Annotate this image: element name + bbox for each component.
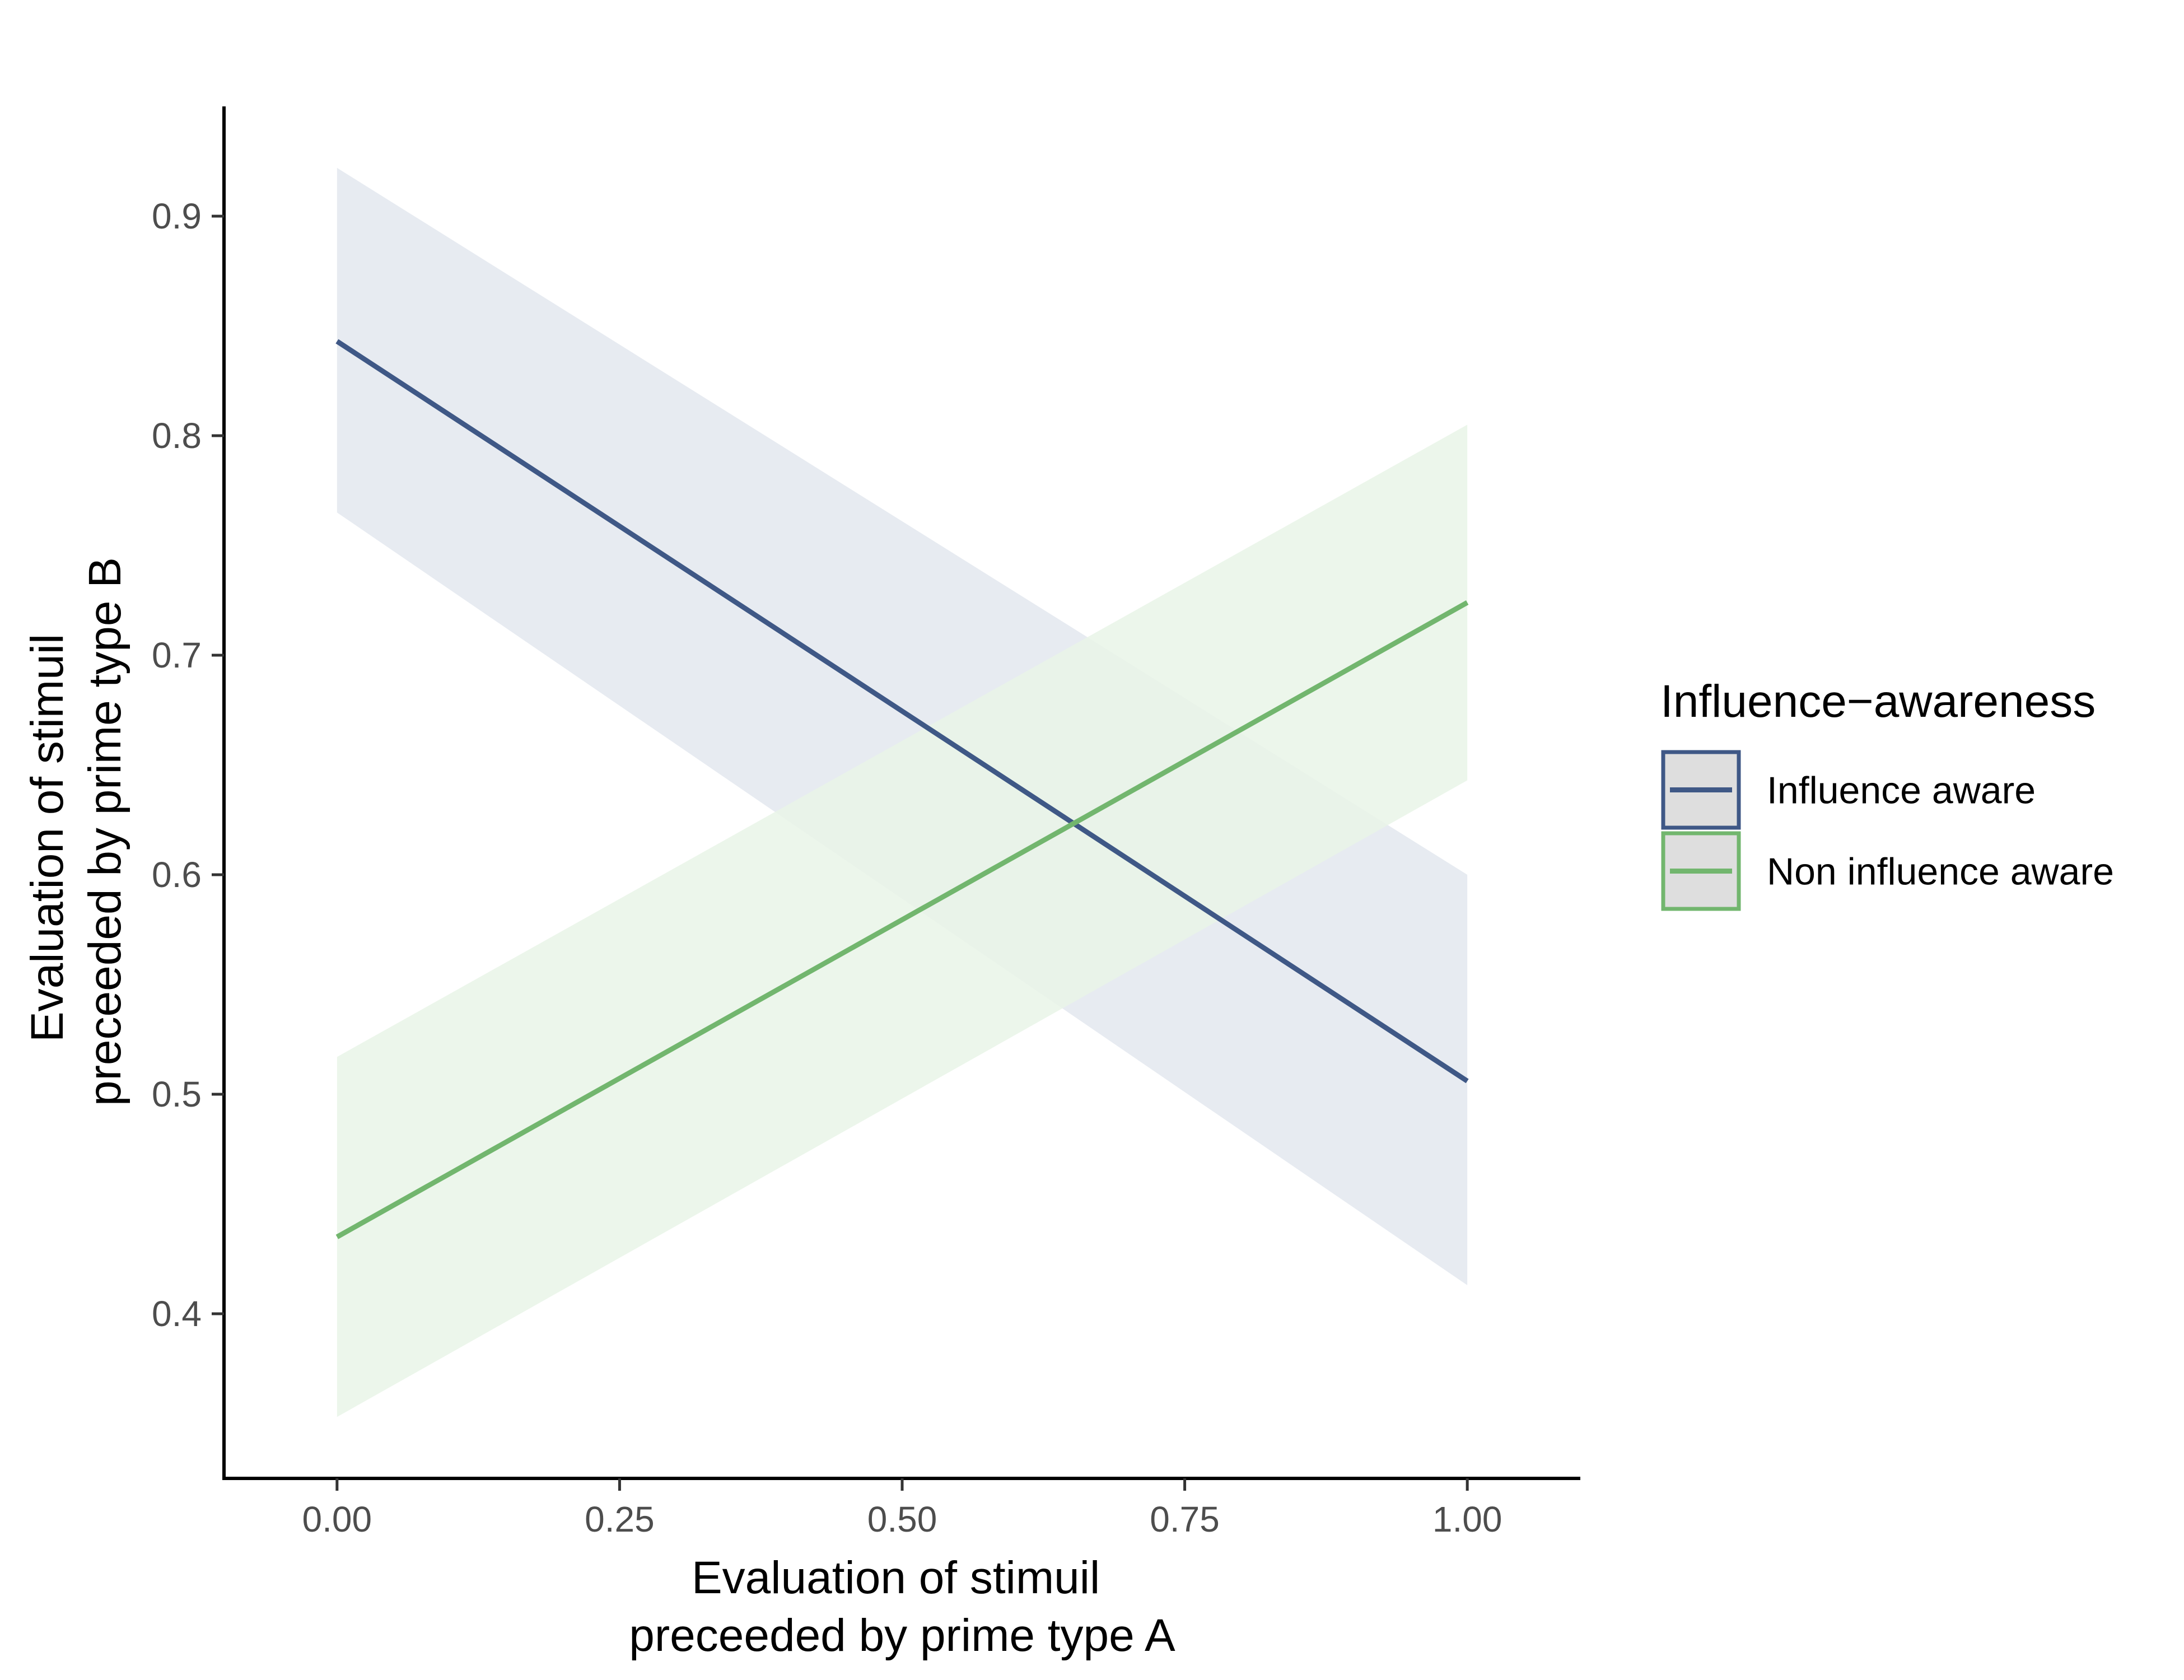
y-tick-label: 0.4	[152, 1294, 202, 1334]
x-axis-title-line-1: Evaluation of stimuil	[692, 1552, 1100, 1603]
legend-title: Influence−awareness	[1660, 676, 2096, 727]
x-axis-ticks: 0.00 0.25 0.50 0.75 1.00	[302, 1478, 1502, 1539]
y-tick-label: 0.6	[152, 855, 202, 895]
x-tick-label: 0.50	[867, 1499, 937, 1539]
x-tick-label: 0.00	[302, 1499, 372, 1539]
x-axis-title-line-2: preceeded by prime type A	[629, 1610, 1175, 1661]
y-tick-label: 0.5	[152, 1074, 202, 1114]
y-axis-title: Evaluation of stimuil preceeded by prime…	[22, 557, 130, 1106]
y-axis-title-line-2: preceeded by prime type B	[80, 557, 130, 1106]
x-tick-label: 0.25	[585, 1499, 655, 1539]
line-influence-aware	[335, 339, 1469, 1084]
x-tick-label: 1.00	[1432, 1499, 1502, 1539]
ribbon-influence-aware	[337, 167, 1468, 1286]
legend-label-non-influence-aware: Non influence aware	[1767, 851, 2114, 893]
regression-lines	[335, 339, 1469, 1239]
x-axis-title: Evaluation of stimuil preceeded by prime…	[629, 1552, 1175, 1661]
x-tick-label: 0.75	[1150, 1499, 1220, 1539]
y-axis-title-line-1: Evaluation of stimuil	[22, 634, 73, 1042]
legend-keys: Influence aware Non influence aware	[1661, 750, 2114, 911]
y-axis-ticks: 0.4 0.5 0.6 0.7 0.8 0.9	[152, 196, 224, 1334]
y-tick-label: 0.7	[152, 635, 202, 675]
confidence-ribbons	[337, 167, 1468, 1417]
y-tick-label: 0.8	[152, 416, 202, 456]
legend: Influence−awareness Influence aware Non i…	[1660, 676, 2114, 911]
line-non-influence-aware	[335, 600, 1469, 1239]
y-tick-label: 0.9	[152, 196, 202, 236]
legend-label-influence-aware: Influence aware	[1767, 769, 2036, 812]
